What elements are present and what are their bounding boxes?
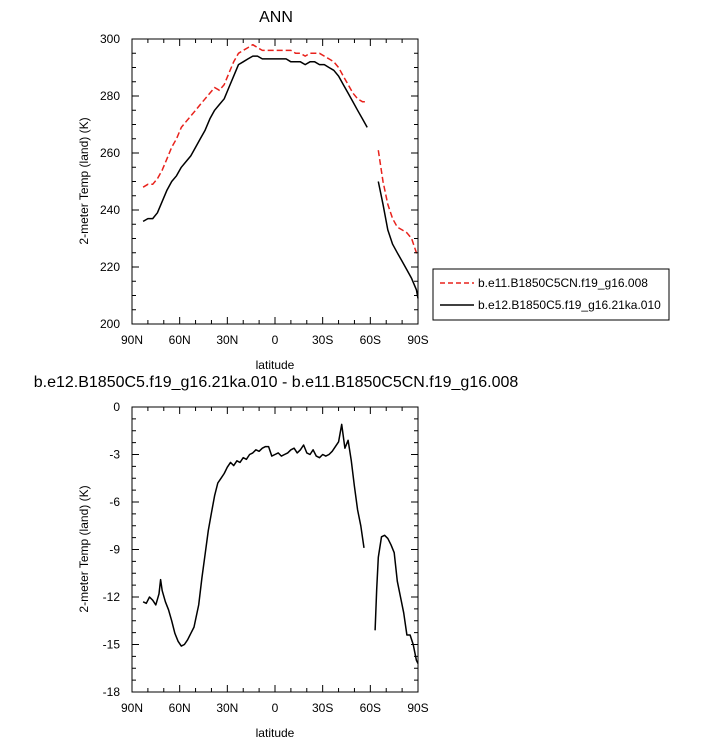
y-tick-label: 220 xyxy=(100,260,120,274)
series-1-segment-1 xyxy=(377,181,419,299)
x-tick-label: 90S xyxy=(407,333,428,347)
x-tick-label: 60S xyxy=(360,701,381,715)
x-tick-label: 90S xyxy=(407,701,428,715)
plot-frame xyxy=(131,406,419,693)
y-tick-label: -15 xyxy=(103,638,121,652)
y-tick-label: 0 xyxy=(113,400,120,414)
series-0-segment-1 xyxy=(374,534,419,664)
y-tick-label: 200 xyxy=(100,317,120,331)
series-lines xyxy=(142,43,419,299)
series-0-segment-1 xyxy=(377,150,419,256)
x-axis-label: latitude xyxy=(256,726,295,740)
panel-title: ANN xyxy=(259,9,293,26)
y-tick-label: -12 xyxy=(103,590,121,604)
series-1-segment-0 xyxy=(142,55,368,223)
y-tick-label: -3 xyxy=(109,448,120,462)
y-tick-label: 240 xyxy=(100,203,120,217)
legend: b.e11.B1850C5CN.f19_g16.008 b.e12.B1850C… xyxy=(432,268,670,321)
x-tick-label: 90N xyxy=(121,701,143,715)
x-tick-label: 0 xyxy=(272,701,279,715)
y-tick-label: 300 xyxy=(100,32,120,46)
y-tick-label: -18 xyxy=(103,685,121,699)
x-axis-label: latitude xyxy=(256,358,295,372)
y-tick-label: 260 xyxy=(100,146,120,160)
x-tick-label: 60N xyxy=(169,333,191,347)
y-axis-ticks: 0 -3 -6 -9 -12 -15 -18 xyxy=(103,400,418,699)
x-tick-label: 60S xyxy=(360,333,381,347)
y-axis-ticks: 200 220 240 260 280 300 xyxy=(100,32,418,331)
legend-label-e12: b.e12.B1850C5.f19_g16.21ka.010 xyxy=(478,298,661,312)
x-axis-ticks: 90N 60N 30N 0 30S 60S 90S xyxy=(121,407,429,715)
x-tick-label: 30S xyxy=(312,333,333,347)
y-tick-label: -6 xyxy=(109,495,120,509)
x-tick-label: 30S xyxy=(312,701,333,715)
legend-box xyxy=(432,268,670,321)
x-tick-label: 0 xyxy=(272,333,279,347)
y-axis-label: 2-meter Temp (land) (K) xyxy=(77,117,91,244)
y-tick-label: -9 xyxy=(109,543,120,557)
panel-title: b.e12.B1850C5.f19_g16.21ka.010 - b.e11.B… xyxy=(34,374,519,391)
x-tick-label: 60N xyxy=(169,701,191,715)
x-axis-ticks: 90N 60N 30N 0 30S 60S 90S xyxy=(121,39,429,347)
temperature-panel: ANN 90N 60N 30N 0 30S 60S 90S 200 220 240 260 280 3… xyxy=(77,9,670,372)
y-tick-label: 280 xyxy=(100,89,120,103)
legend-label-e11: b.e11.B1850C5CN.f19_g16.008 xyxy=(478,276,648,290)
x-tick-label: 90N xyxy=(121,333,143,347)
series-lines xyxy=(142,423,419,664)
difference-panel: b.e12.B1850C5.f19_g16.21ka.010 - b.e11.B… xyxy=(34,374,519,740)
x-tick-label: 30N xyxy=(216,701,238,715)
y-axis-label: 2-meter Temp (land) (K) xyxy=(77,485,91,612)
series-0-segment-0 xyxy=(142,423,365,647)
plot-frame xyxy=(131,38,419,325)
series-0-segment-0 xyxy=(142,43,368,188)
x-tick-label: 30N xyxy=(216,333,238,347)
